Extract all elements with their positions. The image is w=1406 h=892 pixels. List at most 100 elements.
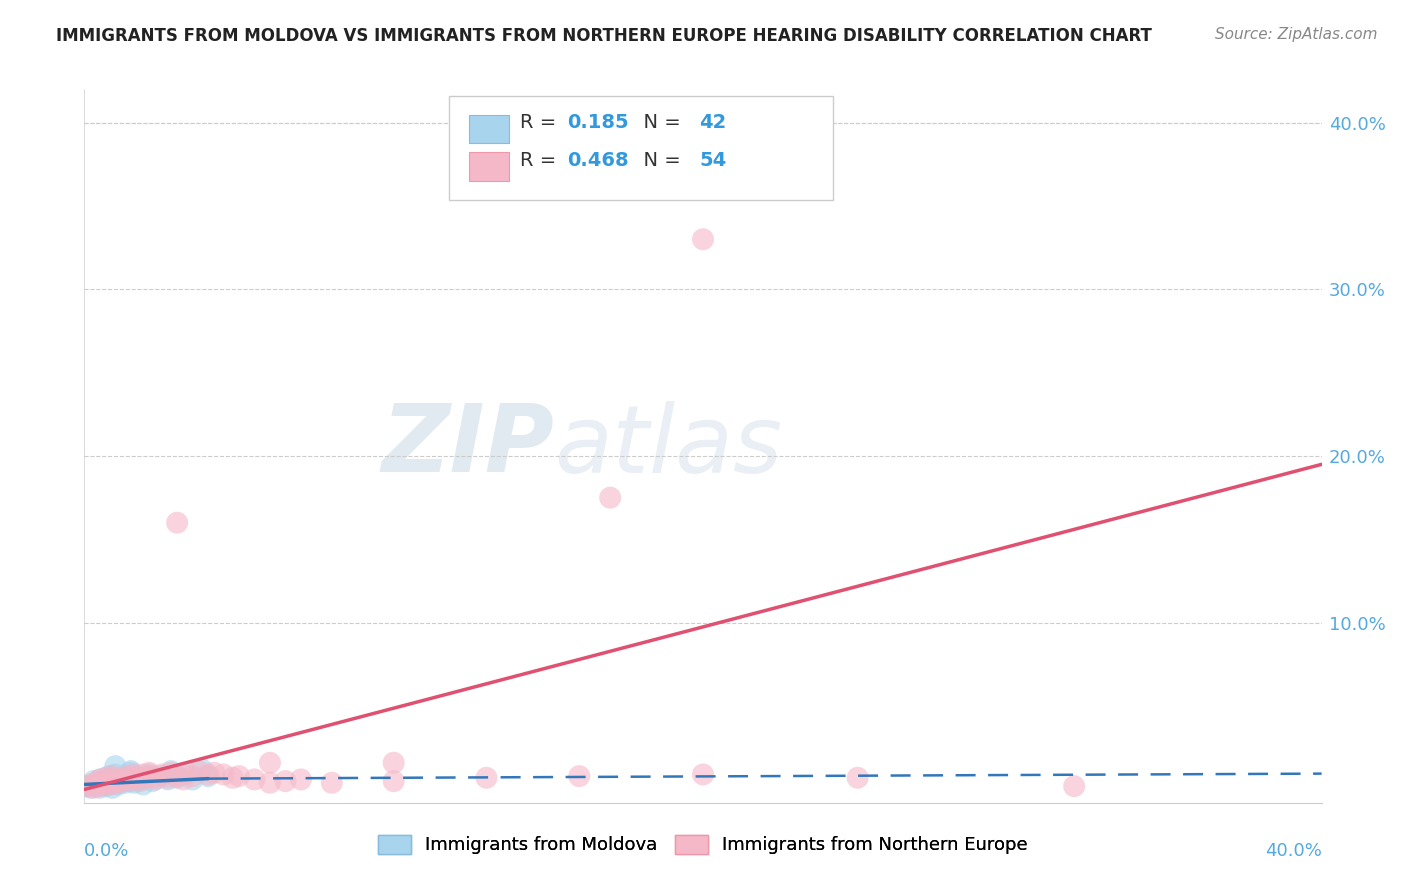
FancyBboxPatch shape: [470, 153, 509, 180]
Text: 0.468: 0.468: [567, 151, 628, 169]
Ellipse shape: [101, 765, 124, 787]
Ellipse shape: [104, 770, 127, 792]
Ellipse shape: [568, 765, 591, 787]
Ellipse shape: [80, 777, 101, 799]
Ellipse shape: [89, 768, 111, 790]
Ellipse shape: [127, 767, 148, 789]
Ellipse shape: [129, 770, 150, 792]
Ellipse shape: [120, 768, 142, 790]
Ellipse shape: [107, 772, 129, 794]
Text: IMMIGRANTS FROM MOLDOVA VS IMMIGRANTS FROM NORTHERN EUROPE HEARING DISABILITY CO: IMMIGRANTS FROM MOLDOVA VS IMMIGRANTS FR…: [56, 27, 1152, 45]
Text: N =: N =: [631, 151, 688, 169]
Ellipse shape: [157, 768, 179, 790]
Text: R =: R =: [520, 151, 562, 169]
Y-axis label: Hearing Disability: Hearing Disability: [0, 372, 8, 520]
Ellipse shape: [290, 768, 312, 790]
Ellipse shape: [96, 775, 117, 797]
Ellipse shape: [114, 770, 135, 792]
Ellipse shape: [104, 768, 127, 790]
Ellipse shape: [138, 764, 160, 786]
Ellipse shape: [1063, 775, 1085, 797]
Ellipse shape: [89, 775, 111, 797]
Ellipse shape: [96, 767, 117, 789]
Ellipse shape: [132, 773, 155, 796]
Ellipse shape: [135, 767, 157, 789]
FancyBboxPatch shape: [470, 115, 509, 144]
Ellipse shape: [86, 772, 108, 794]
Ellipse shape: [173, 768, 194, 790]
Ellipse shape: [138, 762, 160, 784]
Ellipse shape: [107, 773, 129, 796]
Ellipse shape: [96, 767, 117, 789]
Ellipse shape: [83, 777, 104, 799]
Ellipse shape: [160, 760, 181, 782]
Ellipse shape: [181, 768, 204, 790]
Ellipse shape: [80, 773, 101, 796]
Ellipse shape: [111, 767, 132, 789]
Ellipse shape: [86, 772, 108, 794]
Ellipse shape: [382, 752, 405, 773]
FancyBboxPatch shape: [450, 96, 832, 200]
Text: ZIP: ZIP: [381, 400, 554, 492]
Ellipse shape: [91, 770, 114, 792]
Text: 40.0%: 40.0%: [1265, 842, 1322, 860]
Ellipse shape: [86, 775, 108, 797]
Ellipse shape: [321, 772, 343, 794]
Ellipse shape: [117, 765, 139, 787]
Ellipse shape: [150, 764, 173, 786]
Ellipse shape: [120, 770, 142, 792]
Ellipse shape: [197, 765, 219, 787]
Ellipse shape: [104, 764, 127, 786]
Ellipse shape: [101, 773, 124, 796]
Ellipse shape: [127, 765, 148, 787]
Ellipse shape: [145, 767, 166, 789]
Text: 0.0%: 0.0%: [84, 842, 129, 860]
Ellipse shape: [111, 768, 132, 790]
Ellipse shape: [692, 764, 714, 786]
Ellipse shape: [120, 760, 142, 782]
Ellipse shape: [129, 768, 150, 790]
Ellipse shape: [89, 768, 111, 790]
Ellipse shape: [91, 773, 114, 796]
Ellipse shape: [475, 767, 498, 789]
Ellipse shape: [228, 765, 250, 787]
Ellipse shape: [243, 768, 266, 790]
Ellipse shape: [176, 762, 197, 784]
Ellipse shape: [150, 765, 173, 787]
Ellipse shape: [98, 773, 120, 796]
Ellipse shape: [117, 767, 139, 789]
Ellipse shape: [173, 764, 194, 786]
Ellipse shape: [166, 765, 188, 787]
Ellipse shape: [197, 764, 219, 786]
Ellipse shape: [122, 764, 145, 786]
Ellipse shape: [145, 768, 166, 790]
Ellipse shape: [259, 752, 281, 773]
Ellipse shape: [157, 767, 179, 789]
Ellipse shape: [259, 772, 281, 794]
Ellipse shape: [89, 777, 111, 799]
Ellipse shape: [122, 772, 145, 794]
Ellipse shape: [160, 762, 181, 784]
Ellipse shape: [692, 228, 714, 251]
Ellipse shape: [76, 775, 98, 797]
Ellipse shape: [222, 767, 243, 789]
Ellipse shape: [846, 767, 869, 789]
Ellipse shape: [83, 770, 104, 792]
Ellipse shape: [166, 767, 188, 789]
Ellipse shape: [76, 775, 98, 797]
Ellipse shape: [274, 770, 297, 792]
Ellipse shape: [166, 512, 188, 533]
Ellipse shape: [212, 764, 235, 786]
Text: Source: ZipAtlas.com: Source: ZipAtlas.com: [1215, 27, 1378, 42]
Text: R =: R =: [520, 113, 562, 132]
Legend: Immigrants from Moldova, Immigrants from Northern Europe: Immigrants from Moldova, Immigrants from…: [371, 828, 1035, 862]
Ellipse shape: [91, 772, 114, 794]
Ellipse shape: [135, 767, 157, 789]
Text: N =: N =: [631, 113, 688, 132]
Ellipse shape: [142, 765, 163, 787]
Ellipse shape: [96, 773, 117, 796]
Text: 0.185: 0.185: [567, 113, 628, 132]
Ellipse shape: [83, 773, 104, 796]
Ellipse shape: [191, 758, 212, 780]
Ellipse shape: [104, 756, 127, 777]
